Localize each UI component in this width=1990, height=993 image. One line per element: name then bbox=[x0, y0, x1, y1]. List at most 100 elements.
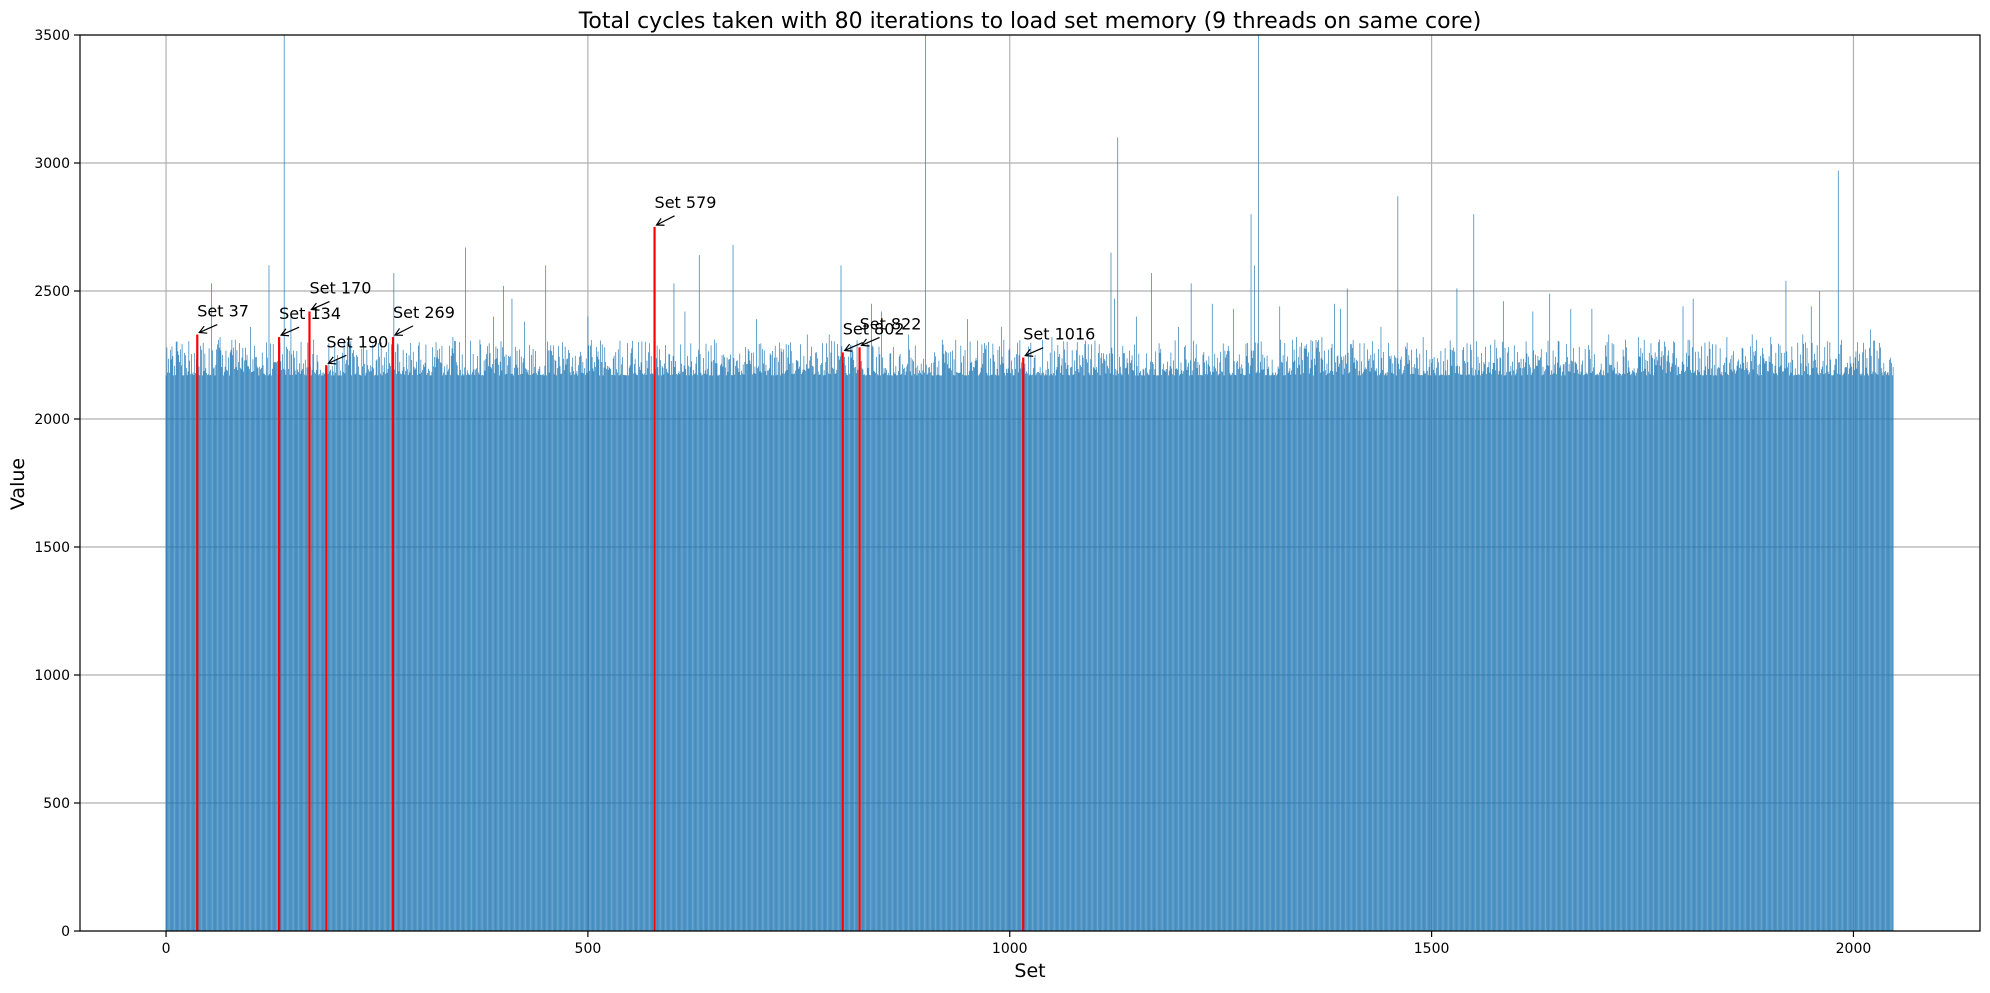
bar bbox=[619, 340, 621, 931]
bar bbox=[225, 350, 227, 931]
bar bbox=[1160, 348, 1162, 931]
bar bbox=[1060, 372, 1061, 932]
bar bbox=[1256, 371, 1258, 931]
annotation-arrowhead bbox=[843, 343, 853, 352]
bar bbox=[298, 372, 299, 931]
bar bbox=[167, 372, 169, 931]
bar bbox=[234, 339, 236, 931]
bar bbox=[620, 374, 622, 931]
bar bbox=[585, 374, 586, 931]
bar bbox=[498, 375, 500, 932]
bar bbox=[303, 363, 304, 932]
bar bbox=[693, 374, 695, 931]
bar bbox=[867, 367, 869, 931]
bar bbox=[567, 358, 568, 932]
bar bbox=[318, 375, 320, 931]
bar bbox=[1100, 357, 1102, 931]
bar bbox=[1754, 355, 1756, 931]
bar bbox=[657, 367, 659, 931]
bar bbox=[720, 363, 722, 932]
bar bbox=[216, 349, 218, 931]
bar bbox=[311, 369, 313, 931]
bar bbox=[380, 342, 382, 932]
bar bbox=[1713, 364, 1715, 931]
bar bbox=[1533, 350, 1535, 931]
bar bbox=[1147, 374, 1149, 931]
bar bbox=[1002, 363, 1004, 931]
bar bbox=[1743, 362, 1745, 931]
bar bbox=[884, 372, 886, 931]
bar bbox=[874, 371, 876, 931]
bar bbox=[660, 360, 661, 932]
bar bbox=[1860, 375, 1862, 931]
bar bbox=[1863, 342, 1864, 931]
bar bbox=[524, 321, 525, 932]
bar bbox=[1813, 360, 1815, 932]
bar bbox=[177, 351, 179, 931]
bar bbox=[1497, 374, 1499, 931]
bar bbox=[255, 357, 256, 931]
bar bbox=[186, 375, 188, 931]
bar bbox=[1333, 374, 1335, 931]
bar bbox=[1296, 337, 1297, 932]
bar bbox=[205, 368, 207, 931]
bar bbox=[1142, 368, 1144, 931]
bar bbox=[1521, 375, 1523, 931]
bar bbox=[1015, 368, 1016, 931]
bar bbox=[1503, 375, 1505, 931]
bar bbox=[720, 365, 721, 932]
bar bbox=[282, 354, 283, 931]
bar bbox=[673, 283, 675, 931]
bar bbox=[1444, 348, 1446, 932]
bar bbox=[1037, 372, 1038, 931]
bar bbox=[1524, 362, 1526, 931]
bar bbox=[1618, 372, 1620, 931]
bar bbox=[1745, 356, 1746, 931]
bar bbox=[801, 372, 803, 931]
annotation-arrowhead bbox=[1024, 348, 1034, 357]
bar bbox=[1715, 344, 1717, 932]
bar bbox=[1498, 370, 1500, 932]
bar bbox=[1177, 369, 1178, 931]
bar bbox=[704, 370, 706, 931]
bar bbox=[1290, 374, 1292, 931]
bar bbox=[1395, 375, 1397, 932]
bar bbox=[919, 372, 921, 931]
bar bbox=[792, 363, 794, 931]
bar bbox=[718, 375, 720, 931]
bar bbox=[1885, 371, 1886, 931]
bar bbox=[1137, 375, 1139, 932]
bar bbox=[1824, 347, 1826, 931]
bar bbox=[1324, 350, 1325, 931]
bar bbox=[952, 350, 953, 931]
bar bbox=[214, 375, 216, 931]
bar bbox=[1859, 353, 1860, 931]
bar bbox=[1314, 365, 1316, 931]
bar bbox=[1589, 358, 1591, 931]
bar bbox=[1651, 355, 1653, 931]
bar bbox=[1507, 352, 1508, 931]
bar bbox=[956, 372, 957, 931]
bar bbox=[1627, 360, 1629, 931]
bar bbox=[1045, 369, 1047, 931]
bar bbox=[1360, 375, 1362, 932]
bar bbox=[1633, 368, 1635, 931]
bar bbox=[166, 347, 168, 931]
bar bbox=[1031, 375, 1033, 931]
bar bbox=[333, 375, 335, 932]
bar bbox=[902, 364, 903, 931]
bar bbox=[741, 370, 742, 931]
bar bbox=[615, 352, 617, 931]
bar bbox=[664, 363, 666, 932]
bar bbox=[1129, 350, 1130, 932]
bar bbox=[1071, 366, 1072, 931]
bar bbox=[1355, 368, 1356, 931]
bar bbox=[1547, 340, 1549, 931]
bar bbox=[1541, 375, 1543, 931]
bar bbox=[761, 372, 763, 931]
bar bbox=[339, 375, 341, 932]
bar bbox=[1751, 334, 1753, 931]
bar bbox=[512, 374, 514, 931]
bar bbox=[725, 367, 726, 932]
bar bbox=[1645, 359, 1647, 932]
